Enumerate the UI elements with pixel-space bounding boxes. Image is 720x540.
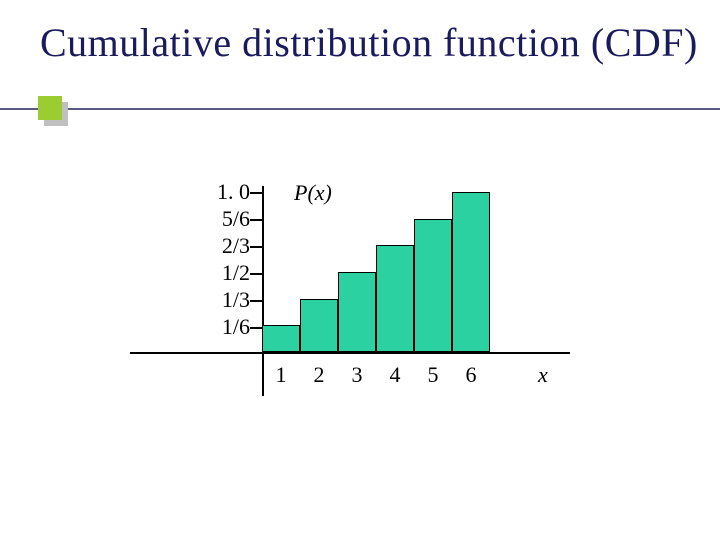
- x-tick-label: 3: [352, 362, 363, 388]
- x-tick-label: 4: [390, 362, 401, 388]
- x-axis-line: [130, 352, 570, 354]
- bar: [262, 325, 300, 352]
- y-tick-label: 2/3: [222, 233, 250, 259]
- y-tick-label: 1/3: [222, 287, 250, 313]
- title-underline: [0, 108, 720, 110]
- y-tick-label: 1/2: [222, 260, 250, 286]
- x-tick-label: 2: [314, 362, 325, 388]
- cdf-chart: 1. 0 5/6 2/3 1/2 1/3 1/6 P(x) 1 2 3 4 5 …: [130, 190, 650, 450]
- plot-area: [262, 192, 562, 352]
- bar: [338, 272, 376, 352]
- x-axis-label: x: [538, 362, 548, 388]
- bar: [452, 192, 490, 352]
- y-tick-label: 5/6: [222, 206, 250, 232]
- y-tick-label: 1/6: [222, 314, 250, 340]
- bar: [414, 219, 452, 352]
- x-tick-label: 1: [276, 362, 287, 388]
- y-tick-label: 1. 0: [217, 179, 250, 205]
- slide-title: Cumulative distribution function (CDF): [40, 18, 700, 68]
- x-tick-label: 6: [466, 362, 477, 388]
- x-tick-label: 5: [428, 362, 439, 388]
- bar: [376, 245, 414, 352]
- slide-title-area: Cumulative distribution function (CDF): [40, 18, 700, 68]
- bar: [300, 299, 338, 352]
- title-bullet: [38, 96, 62, 120]
